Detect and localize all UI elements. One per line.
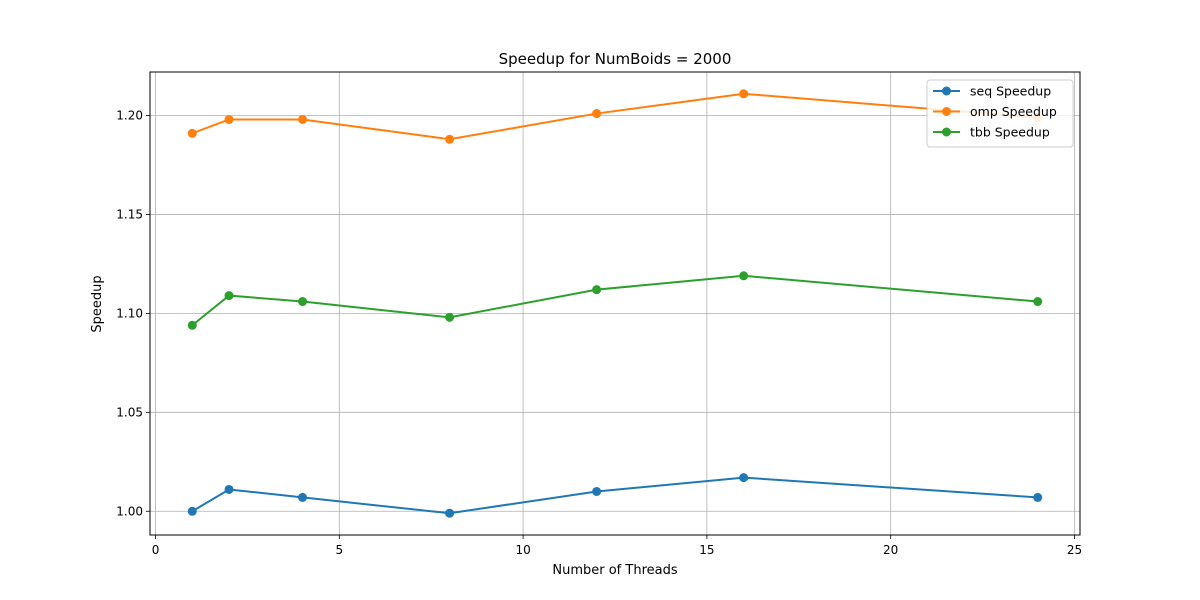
legend-marker: [942, 127, 951, 137]
y-tick-label: 1.05: [116, 405, 143, 419]
legend-item-tbb-speedup: tbb Speedup: [933, 125, 1050, 140]
omp-speedup-point: [187, 128, 197, 138]
plot-frame: [149, 71, 1081, 536]
legend-item-seq-speedup: seq Speedup: [933, 84, 1051, 99]
omp-speedup-point: [224, 114, 234, 124]
tbb-speedup-point: [1033, 297, 1043, 307]
y-tick-label: 1.10: [116, 306, 143, 320]
y-axis-ticks: 1.00 1.05 1.10 1.15 1.20: [116, 109, 150, 518]
omp-speedup-point: [445, 134, 455, 144]
omp-speedup-point: [298, 114, 308, 124]
seq-speedup-series: [187, 473, 1043, 518]
seq-speedup-point: [1033, 492, 1043, 502]
omp-speedup-point: [739, 89, 749, 99]
y-axis-label: Speedup: [90, 275, 105, 332]
seq-speedup-point: [187, 506, 197, 516]
omp-speedup-point: [592, 109, 602, 119]
x-tick-label: 5: [335, 543, 343, 557]
x-axis-ticks: 0 5 10 15 20 25: [152, 535, 1082, 557]
x-tick-label: 0: [152, 543, 160, 557]
tbb-speedup-point: [224, 291, 234, 301]
tbb-speedup-point: [298, 297, 308, 307]
legend-item-omp-speedup: omp Speedup: [933, 104, 1057, 119]
seq-speedup-point: [445, 508, 455, 518]
legend-label: seq Speedup: [970, 84, 1051, 99]
x-axis-label: Number of Threads: [552, 563, 677, 578]
tbb-speedup-point: [739, 271, 749, 281]
x-tick-label: 25: [1067, 543, 1082, 557]
legend-box: [926, 79, 1074, 148]
y-tick-label: 1.20: [116, 109, 143, 123]
tbb-speedup-point: [187, 320, 197, 330]
seq-speedup-point: [592, 486, 602, 496]
legend-label: omp Speedup: [970, 104, 1057, 119]
legend-label: tbb Speedup: [970, 125, 1050, 140]
chart-title: Speedup for NumBoids = 2000: [499, 50, 732, 68]
y-tick-label: 1.15: [116, 207, 143, 221]
y-tick-label: 1.00: [116, 504, 143, 518]
legend-marker: [942, 107, 951, 116]
seq-speedup-point: [739, 473, 749, 483]
tbb-speedup-series: [187, 271, 1043, 330]
x-tick-label: 15: [699, 543, 714, 557]
x-tick-label: 10: [515, 543, 530, 557]
legend-marker: [942, 86, 951, 96]
seq-speedup-point: [224, 484, 234, 494]
seq-speedup-point: [298, 492, 308, 502]
tbb-speedup-point: [592, 285, 602, 295]
tbb-speedup-point: [445, 312, 455, 322]
x-tick-label: 20: [883, 543, 898, 557]
legend: seq Speedup omp Speedup tbb Speedup: [926, 79, 1074, 148]
